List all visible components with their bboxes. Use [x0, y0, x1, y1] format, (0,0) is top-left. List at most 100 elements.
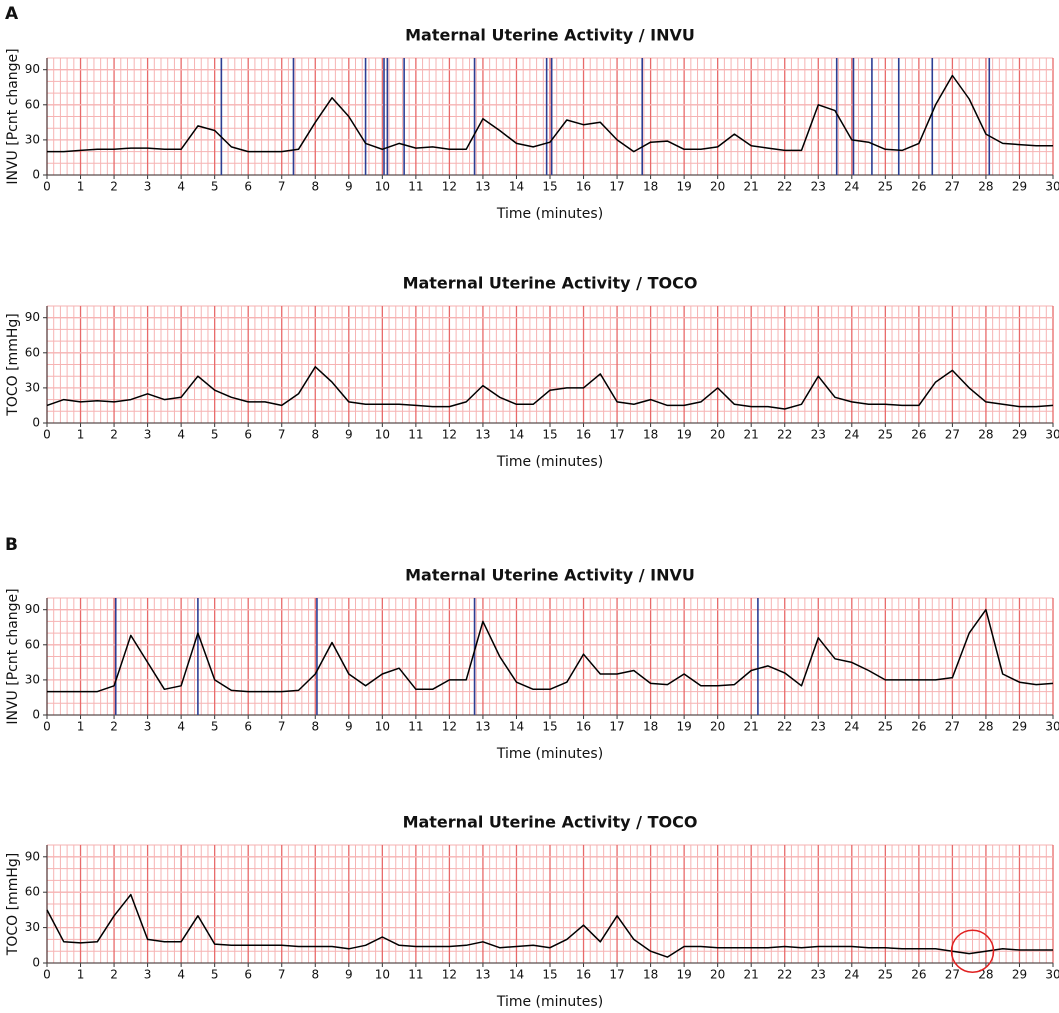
x-tick-label: 26 — [911, 428, 926, 442]
x-tick-label: 7 — [278, 180, 286, 194]
y-tick-label: 30 — [25, 672, 40, 686]
x-tick-label: 24 — [844, 428, 859, 442]
x-tick-label: 2 — [110, 428, 118, 442]
y-tick-label: 0 — [32, 956, 40, 970]
trace-line — [47, 74, 1053, 153]
x-tick-label: 3 — [144, 428, 152, 442]
panel: Maternal Uterine Activity / TOCO Time (mi… — [5, 274, 1059, 471]
x-tick-label: 7 — [278, 428, 286, 442]
x-tick-label: 19 — [676, 968, 691, 982]
x-tick-label: 26 — [911, 180, 926, 194]
trace-line — [46, 366, 1054, 410]
x-tick-label: 22 — [777, 180, 792, 194]
x-tick-label: 12 — [442, 968, 457, 982]
x-tick-label: 3 — [144, 180, 152, 194]
y-tick-label: 0 — [32, 708, 40, 722]
y-axis-label: INVU [Pcnt change] — [5, 48, 21, 184]
x-tick-label: 11 — [408, 180, 423, 194]
x-axis-label: Time (minutes) — [496, 206, 603, 222]
x-tick-label: 26 — [911, 720, 926, 734]
y-axis-label: INVU [Pcnt change] — [5, 588, 21, 724]
x-tick-label: 18 — [643, 180, 658, 194]
x-tick-label: 30 — [1045, 180, 1059, 194]
x-tick-label: 27 — [945, 428, 960, 442]
trace-line — [46, 893, 1053, 958]
y-tick-label: 0 — [32, 168, 40, 182]
x-tick-label: 25 — [878, 180, 893, 194]
x-tick-label: 10 — [375, 720, 390, 734]
x-tick-label: 23 — [811, 720, 826, 734]
y-tick-label: 60 — [25, 97, 40, 111]
x-tick-label: 8 — [311, 428, 319, 442]
x-tick-label: 4 — [177, 968, 185, 982]
y-tick-label: 30 — [25, 380, 40, 394]
x-tick-label: 22 — [777, 720, 792, 734]
x-tick-label: 20 — [710, 968, 725, 982]
y-tick-label: 90 — [25, 602, 40, 616]
x-tick-label: 20 — [710, 720, 725, 734]
x-tick-label: 4 — [177, 428, 185, 442]
y-axis-label: TOCO [mmHg] — [5, 313, 21, 416]
x-tick-label: 15 — [542, 968, 557, 982]
x-tick-label: 23 — [811, 428, 826, 442]
x-tick-label: 4 — [177, 720, 185, 734]
x-tick-label: 16 — [576, 428, 591, 442]
x-tick-label: 9 — [345, 968, 353, 982]
trace-line — [47, 608, 1054, 693]
x-tick-label: 2 — [110, 180, 118, 194]
x-tick-label: 2 — [110, 720, 118, 734]
x-tick-label: 16 — [576, 968, 591, 982]
chart-title: Maternal Uterine Activity / INVU — [405, 566, 695, 585]
y-axis-label: TOCO [mmHg] — [5, 853, 21, 956]
x-tick-label: 15 — [542, 180, 557, 194]
x-tick-label: 9 — [345, 428, 353, 442]
x-tick-label: 11 — [408, 428, 423, 442]
x-tick-label: 28 — [978, 720, 993, 734]
panel: A Maternal Uterine Activity / INVU Time (m… — [5, 4, 1059, 222]
y-tick-label: 90 — [25, 62, 40, 76]
x-tick-label: 30 — [1045, 720, 1059, 734]
x-tick-label: 18 — [643, 968, 658, 982]
y-tick-label: 90 — [25, 310, 40, 324]
x-axis-label: Time (minutes) — [496, 994, 603, 1010]
x-tick-label: 20 — [710, 180, 725, 194]
x-tick-label: 27 — [945, 968, 960, 982]
x-axis-label: Time (minutes) — [496, 454, 603, 470]
x-tick-label: 13 — [475, 428, 490, 442]
x-tick-label: 23 — [811, 180, 826, 194]
x-tick-label: 21 — [744, 180, 759, 194]
x-tick-label: 11 — [408, 968, 423, 982]
x-tick-label: 13 — [475, 180, 490, 194]
x-tick-label: 0 — [43, 428, 51, 442]
x-tick-label: 6 — [244, 968, 252, 982]
x-tick-label: 29 — [1012, 428, 1027, 442]
x-tick-label: 17 — [609, 720, 624, 734]
x-tick-label: 8 — [311, 968, 319, 982]
x-tick-label: 13 — [475, 968, 490, 982]
x-tick-label: 30 — [1045, 428, 1059, 442]
x-tick-label: 14 — [509, 720, 524, 734]
y-tick-label: 90 — [25, 849, 40, 863]
x-tick-label: 1 — [77, 180, 85, 194]
x-tick-label: 22 — [777, 428, 792, 442]
x-tick-label: 25 — [878, 428, 893, 442]
x-tick-label: 1 — [77, 428, 85, 442]
panel-label: A — [5, 4, 19, 24]
x-tick-label: 19 — [676, 180, 691, 194]
x-tick-label: 8 — [311, 720, 319, 734]
x-tick-label: 25 — [878, 720, 893, 734]
x-tick-label: 5 — [211, 968, 219, 982]
x-tick-label: 3 — [144, 968, 152, 982]
x-tick-label: 12 — [442, 180, 457, 194]
chart-title: Maternal Uterine Activity / TOCO — [403, 813, 698, 832]
x-tick-label: 0 — [43, 180, 51, 194]
x-tick-label: 12 — [442, 428, 457, 442]
panel: B Maternal Uterine Activity / INVU Time (m… — [5, 535, 1059, 762]
x-tick-label: 9 — [345, 720, 353, 734]
y-tick-label: 60 — [25, 885, 40, 899]
y-tick-label: 30 — [25, 920, 40, 934]
x-tick-label: 14 — [509, 428, 524, 442]
x-tick-label: 6 — [244, 720, 252, 734]
x-tick-label: 6 — [244, 428, 252, 442]
x-tick-label: 18 — [643, 720, 658, 734]
